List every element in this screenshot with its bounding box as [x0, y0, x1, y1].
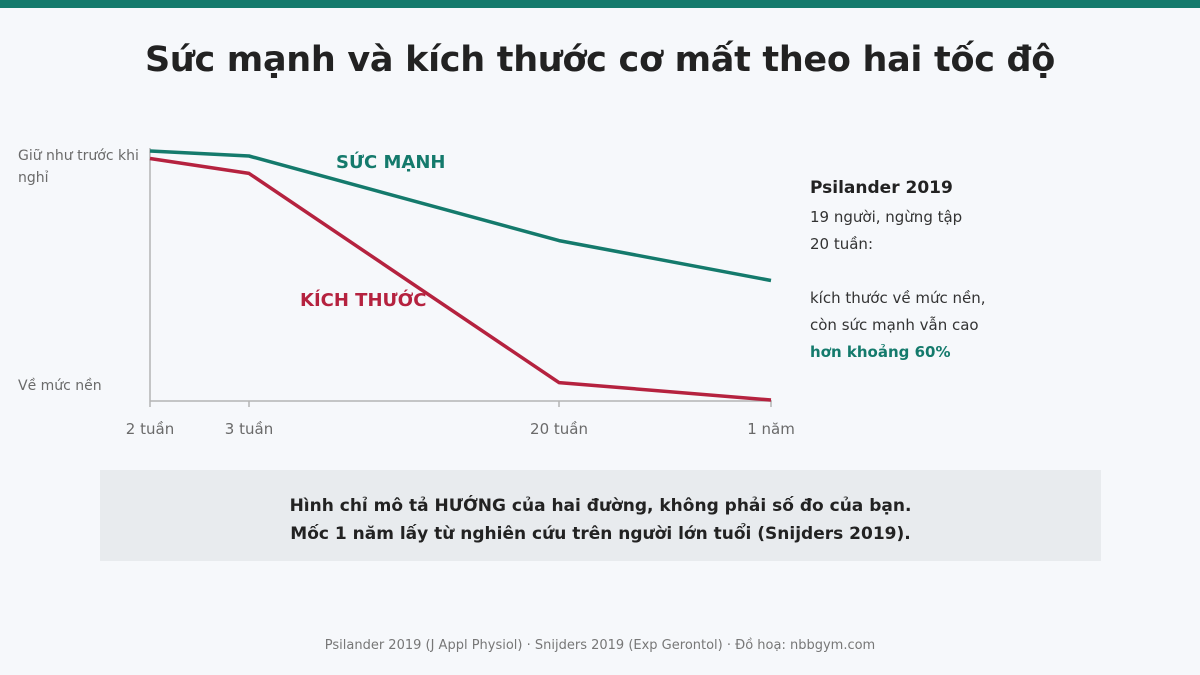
series-label-size: KÍCH THƯỚC — [300, 290, 427, 311]
top-accent-bar — [0, 0, 1200, 8]
x-tick-label: 3 tuần — [224, 420, 274, 438]
series-label-strength: SỨC MẠNH — [336, 152, 446, 173]
note-title: Psilander 2019 — [810, 178, 953, 198]
x-tick-label: 20 tuần — [530, 420, 588, 438]
note-line: kích thước về mức nền, — [810, 289, 986, 307]
disclaimer-line: Hình chỉ mô tả HƯỚNG của hai đường, khôn… — [289, 496, 912, 516]
y-label-top: Giữ như trước khi nghỉ — [18, 148, 139, 186]
disclaimer-box: Hình chỉ mô tả HƯỚNG của hai đường, khôn… — [100, 470, 1101, 561]
note-line: 20 tuần: — [810, 235, 873, 253]
note-line: còn sức mạnh vẫn cao — [810, 316, 979, 334]
note-highlight: hơn khoảng 60% — [810, 343, 951, 361]
series-line-strength — [149, 149, 772, 283]
chart-title: Sức mạnh và kích thước cơ mất theo hai t… — [144, 40, 1056, 80]
x-tick-label: 2 tuần — [125, 420, 175, 438]
series-line-size — [149, 156, 772, 402]
study-note: Psilander 2019 19 người, ngừng tập 20 tu… — [810, 175, 1070, 366]
x-tick-label: 1 năm — [747, 420, 795, 438]
note-line: 19 người, ngừng tập — [810, 208, 963, 226]
disclaimer-line: Mốc 1 năm lấy từ nghiên cứu trên người l… — [290, 524, 911, 544]
y-label-bottom: Về mức nền — [18, 378, 102, 394]
source-credit: Psilander 2019 (J Appl Physiol) · Snijde… — [324, 638, 876, 653]
